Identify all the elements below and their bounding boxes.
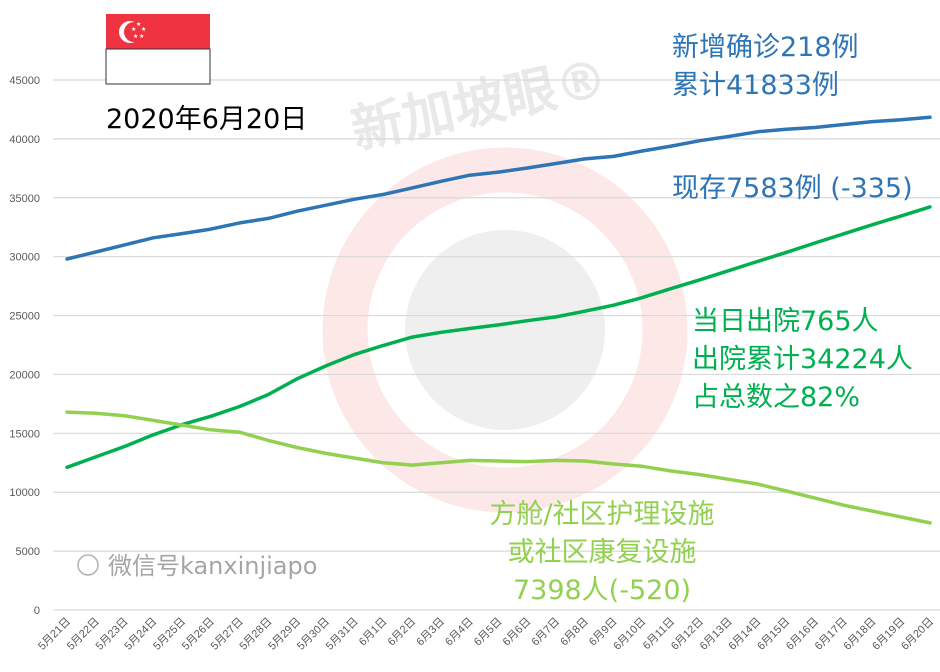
chart-title: 2020年6月20日 xyxy=(106,104,307,135)
svg-text:★: ★ xyxy=(131,26,136,33)
y-tick-label: 25000 xyxy=(9,311,40,323)
y-tick-label: 20000 xyxy=(9,369,40,381)
discharged-share-label: 占总数之82% xyxy=(692,382,860,413)
discharged-today-label: 当日出院765人 xyxy=(692,306,879,337)
wechat-watermark: 微信号kanxinjiapo xyxy=(77,552,317,580)
x-tick-label: 6月3日 xyxy=(414,616,447,649)
x-tick-label: 5月31日 xyxy=(324,616,361,653)
singapore-flag-icon: ★★★★★ xyxy=(105,14,211,85)
x-tick-label: 6月20日 xyxy=(899,616,936,653)
svg-text:★: ★ xyxy=(136,21,141,28)
confirmed-new-label: 新增确诊218例 xyxy=(672,32,859,63)
svg-text:★: ★ xyxy=(139,33,144,40)
watermark-logo: 新加坡眼® xyxy=(322,48,688,513)
x-tick-label: 6月7日 xyxy=(529,616,562,649)
y-tick-label: 40000 xyxy=(9,134,40,146)
y-tick-label: 10000 xyxy=(9,487,40,499)
wechat-id: 微信号kanxinjiapo xyxy=(108,552,317,580)
active-label: 现存7583例 (-335) xyxy=(672,173,913,204)
svg-text:★: ★ xyxy=(141,26,146,33)
facilities-label-1: 方舱/社区护理设施 xyxy=(489,499,714,530)
confirmed-total-label: 累计41833例 xyxy=(672,70,839,101)
facilities-label-3: 7398人(-520) xyxy=(513,575,691,606)
x-tick-label: 6月5日 xyxy=(472,616,505,649)
discharged-total-label: 出院累计34224人 xyxy=(692,344,913,375)
facilities-label-2: 或社区康复设施 xyxy=(508,537,697,568)
y-tick-label: 15000 xyxy=(9,428,40,440)
y-tick-label: 5000 xyxy=(16,546,40,558)
x-tick-label: 6月6日 xyxy=(501,616,534,649)
y-tick-label: 30000 xyxy=(9,252,40,264)
x-tick-label: 6月2日 xyxy=(386,616,419,649)
y-tick-label: 0 xyxy=(34,605,40,617)
x-tick-label: 6月1日 xyxy=(357,616,390,649)
x-tick-label: 6月4日 xyxy=(443,616,476,649)
y-tick-label: 45000 xyxy=(9,75,40,87)
svg-text:★: ★ xyxy=(133,33,138,40)
watermark-logo-text: 新加坡眼® xyxy=(346,48,613,161)
y-tick-label: 35000 xyxy=(9,193,40,205)
x-tick-label: 6月8日 xyxy=(558,616,591,649)
